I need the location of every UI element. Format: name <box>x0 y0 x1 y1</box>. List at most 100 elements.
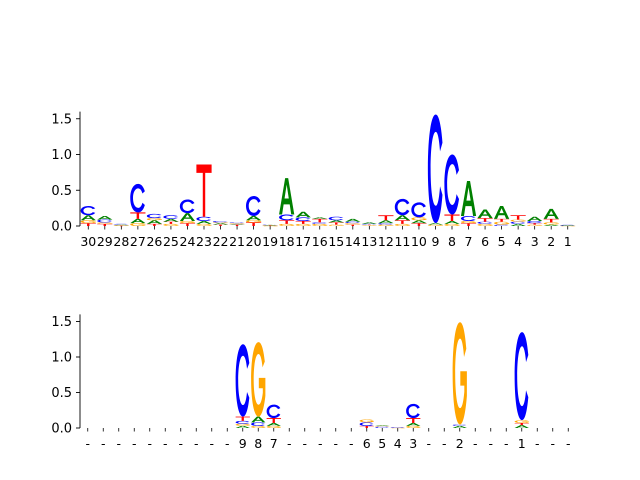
logo-column <box>80 205 96 226</box>
letter-A <box>378 220 394 224</box>
x-tick-label: 11 <box>394 234 410 249</box>
letter-C <box>130 183 145 213</box>
letter-T <box>406 418 421 424</box>
letter-C <box>80 205 96 216</box>
letter-A <box>375 425 390 426</box>
letter-T <box>235 416 250 421</box>
letter-G <box>229 223 245 224</box>
logo-column <box>411 202 427 226</box>
letter-T <box>130 212 146 219</box>
letter-T <box>196 164 212 217</box>
letter-A <box>146 220 163 224</box>
y-tick-label: 0.0 <box>51 220 72 235</box>
letter-G <box>146 218 163 221</box>
letter-C <box>179 199 195 214</box>
letter-G <box>359 419 374 423</box>
x-tick-label: 28 <box>113 234 129 249</box>
letter-A <box>493 205 510 219</box>
x-tick-label: - <box>318 436 323 451</box>
letter-G <box>163 223 179 226</box>
logo-column <box>345 218 361 226</box>
logo-column <box>245 195 262 226</box>
letter-G <box>179 220 196 224</box>
letter-T <box>328 222 344 225</box>
letter-C <box>266 404 281 419</box>
letter-A <box>235 425 250 428</box>
letter-A <box>452 425 467 428</box>
y-tick-label: 1.5 <box>51 315 72 330</box>
logo-column <box>295 211 311 226</box>
x-tick-label: - <box>349 436 354 451</box>
letter-T <box>245 222 262 226</box>
x-tick-label: 3 <box>409 436 417 451</box>
letter-G <box>328 224 344 226</box>
letter-G <box>378 224 394 226</box>
letter-A <box>279 178 295 215</box>
x-tick-label: 1 <box>564 234 572 249</box>
logo-column <box>510 215 526 226</box>
logo-column <box>452 322 467 428</box>
letter-A <box>196 220 212 224</box>
x-tick-label: 15 <box>328 234 344 249</box>
letter-G <box>394 223 411 226</box>
letter-C <box>345 221 360 224</box>
logo-column <box>179 199 196 226</box>
letter-C <box>452 424 467 426</box>
x-tick-label: 3 <box>531 234 539 249</box>
letter-C <box>229 222 245 224</box>
letter-G <box>130 223 146 226</box>
letter-C <box>493 224 509 226</box>
letter-G <box>97 222 113 224</box>
letter-C <box>163 215 178 219</box>
letter-T <box>212 224 229 226</box>
letter-G <box>411 217 427 221</box>
letter-C <box>295 217 311 221</box>
letter-A <box>510 223 526 226</box>
logo-column <box>312 217 328 226</box>
letter-G <box>245 220 262 223</box>
letter-C <box>262 224 278 226</box>
letter-G <box>452 322 467 425</box>
letter-G <box>375 425 390 427</box>
letter-A <box>295 211 311 218</box>
letter-A <box>543 208 559 219</box>
logo-column <box>560 224 576 227</box>
letter-G <box>477 223 493 226</box>
logo-column <box>406 403 421 428</box>
letter-G <box>235 423 250 426</box>
x-tick-label: 27 <box>130 234 146 249</box>
letter-C <box>514 332 529 421</box>
x-tick-label: 6 <box>363 436 371 451</box>
letter-T <box>345 224 361 226</box>
letter-T <box>163 221 179 224</box>
letter-A <box>251 416 266 423</box>
letter-C <box>375 426 389 428</box>
letter-G <box>460 220 477 224</box>
logo-column <box>514 332 529 428</box>
logo-column <box>163 215 179 226</box>
logo-column <box>279 178 295 226</box>
y-tick-label: 0.5 <box>51 184 72 199</box>
logo-column <box>266 404 281 428</box>
x-tick-label: - <box>85 436 90 451</box>
letter-T <box>146 223 163 226</box>
x-tick-label: - <box>287 436 292 451</box>
x-tick-label: 20 <box>246 234 262 249</box>
logo-column <box>229 222 245 226</box>
x-tick-label: 2 <box>456 436 464 451</box>
x-tick-label: - <box>442 436 447 451</box>
letter-T <box>113 225 129 227</box>
letter-G <box>427 224 444 226</box>
x-tick-label: 9 <box>431 234 439 249</box>
letter-T <box>97 223 113 226</box>
logo-panel-1: 0.00.51.01.530 29 28 27 26 25 24 23 22 21 20 19 18 17… <box>51 111 576 249</box>
letter-A <box>130 218 146 224</box>
letter-G <box>510 219 526 222</box>
letter-G <box>527 224 543 226</box>
x-tick-label: - <box>333 436 338 451</box>
logo-column <box>262 224 278 227</box>
x-tick-label: 25 <box>163 234 179 249</box>
logo-column <box>477 209 493 226</box>
letter-G <box>312 223 328 226</box>
letter-C <box>235 344 250 417</box>
